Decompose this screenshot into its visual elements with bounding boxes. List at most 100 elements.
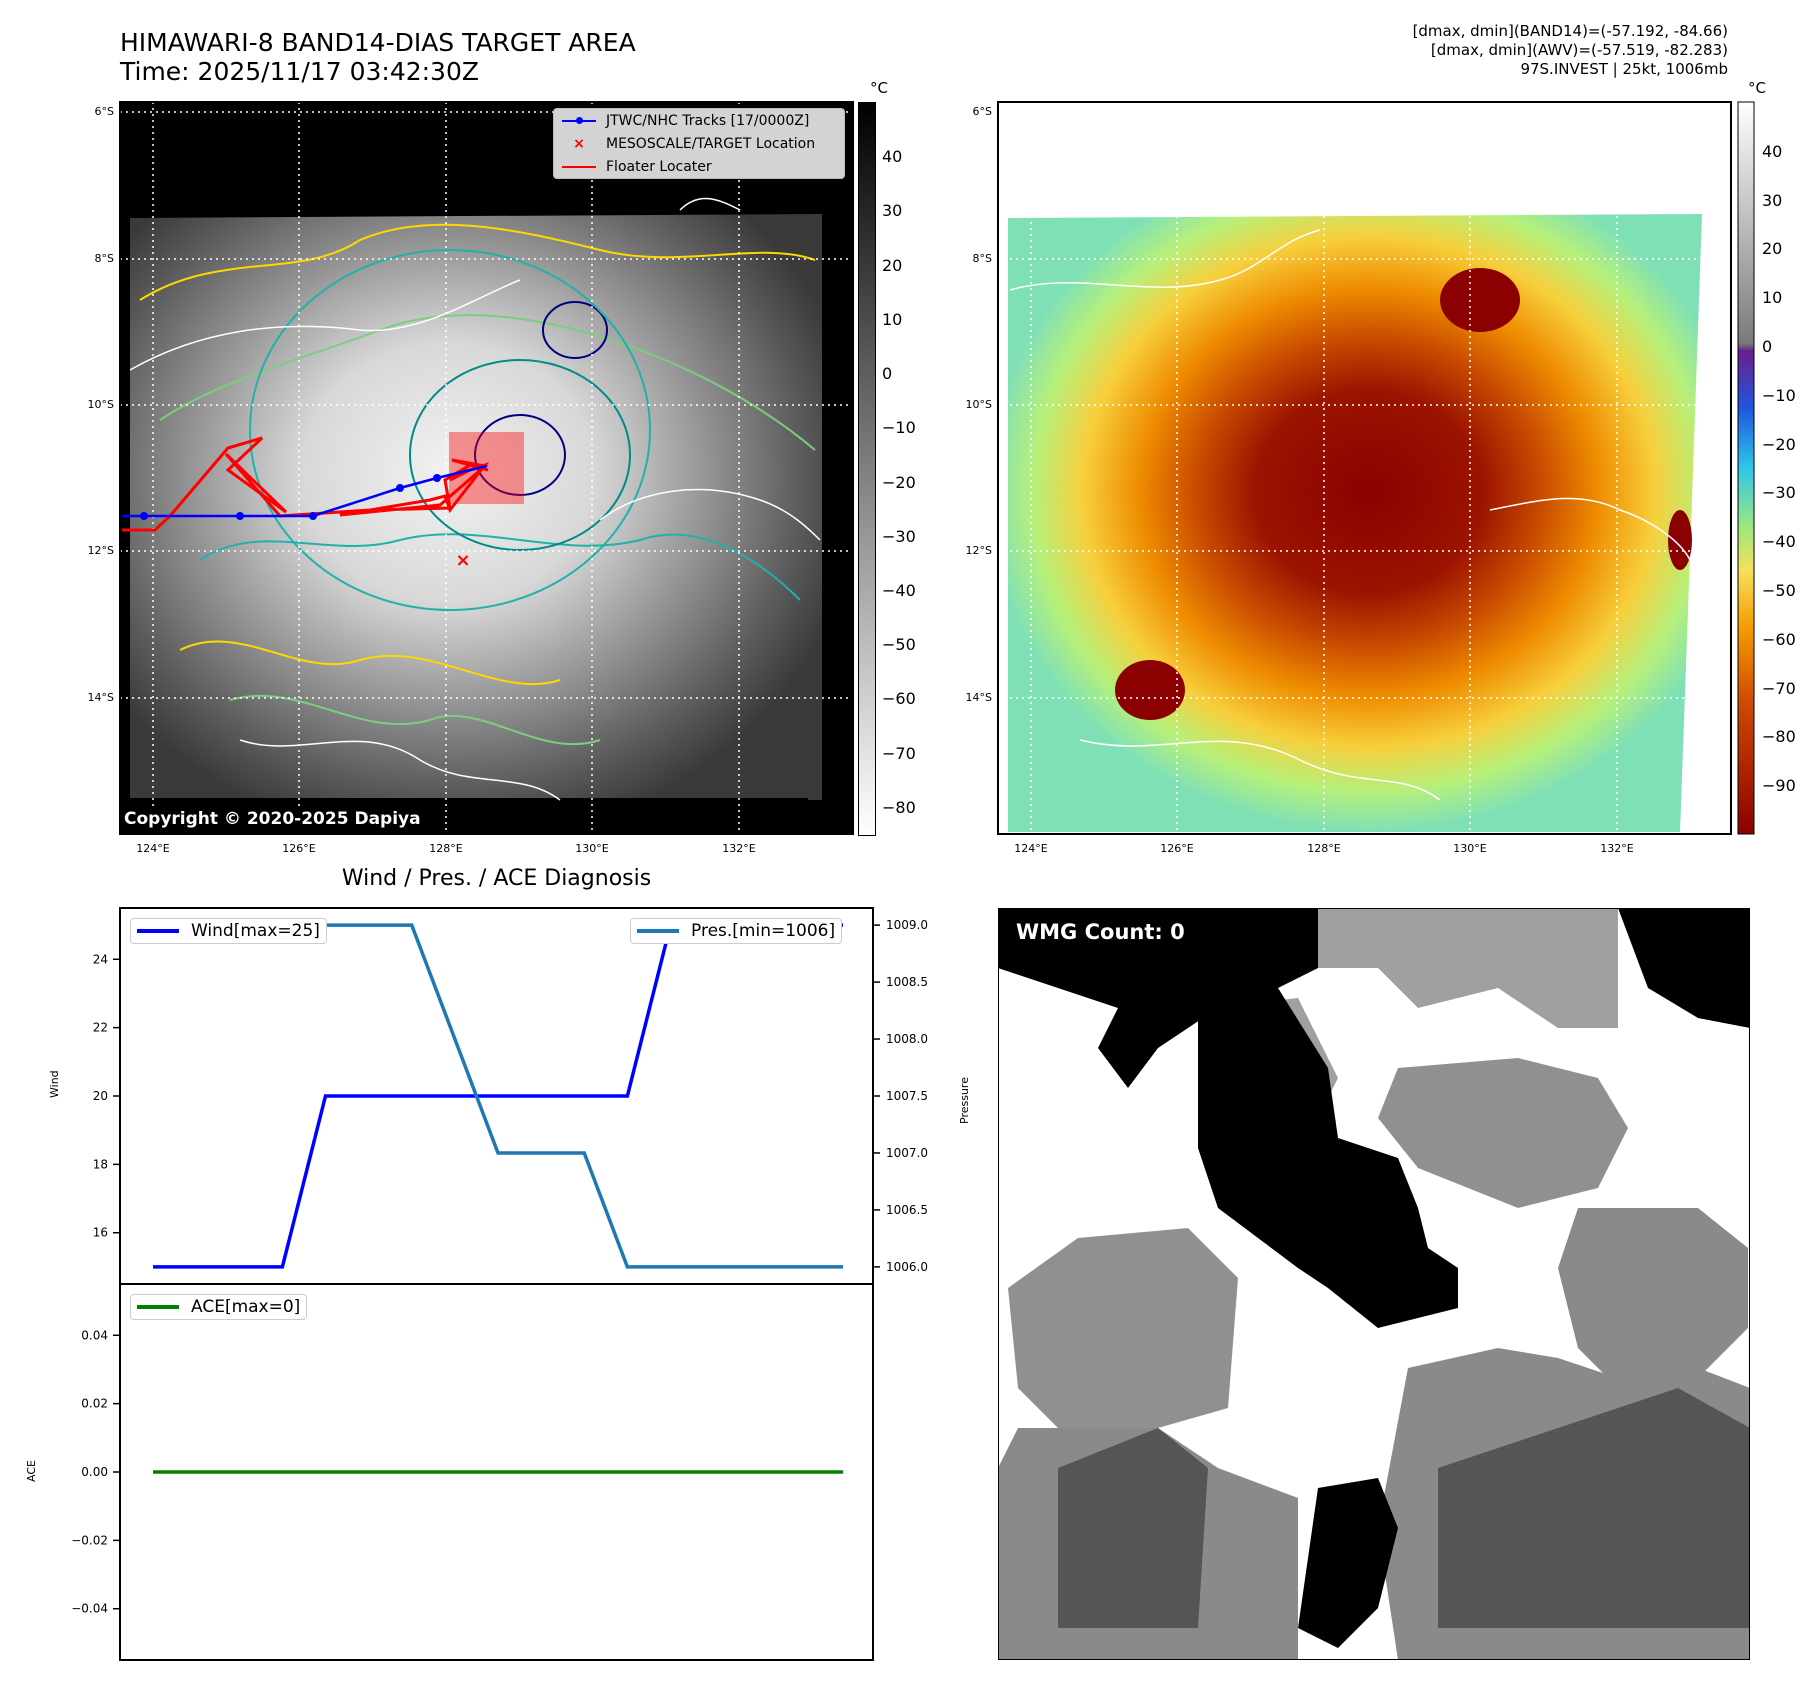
lat-tick-label: 6°S bbox=[94, 105, 114, 118]
stats-line-1: [dmax, dmin](BAND14)=(-57.192, -84.66) bbox=[1412, 22, 1728, 40]
colorbar-tick-label: 30 bbox=[1762, 190, 1783, 210]
tick-label: 1009.0 bbox=[886, 918, 928, 932]
colorbar-tick-label: −90 bbox=[1762, 776, 1796, 796]
lon-tick-label: 128°E bbox=[1307, 842, 1341, 855]
colorbar-tick-label: −80 bbox=[1762, 727, 1796, 747]
diagnosis-chart: 24 22 20 18 16 1009.0 1008.5 1008.0 1007.5 1007.0… bbox=[71, 907, 928, 1661]
tick-label: 1006.5 bbox=[886, 1203, 928, 1217]
left-colorbar-unit: °C bbox=[870, 79, 888, 97]
title-line-2: Time: 2025/11/17 03:42:30Z bbox=[120, 57, 479, 86]
legend-floater: Floater Locater bbox=[554, 155, 844, 178]
colorbar-tick-label: −40 bbox=[882, 581, 916, 600]
legend-target: × MESOSCALE/TARGET Location bbox=[554, 132, 844, 155]
ace-legend-label: ACE[max=0] bbox=[191, 1297, 301, 1317]
colorbar-tick-label: −20 bbox=[882, 472, 916, 492]
track-point bbox=[309, 512, 317, 520]
lon-tick-label: 132°E bbox=[722, 842, 756, 855]
colorbar-tick-label: 40 bbox=[1762, 141, 1783, 161]
left-map-panel: × bbox=[119, 101, 854, 835]
colorbar-tick-label: −10 bbox=[1762, 385, 1796, 405]
left-colorbar bbox=[858, 102, 876, 836]
wmg-count-label: WMG Count: 0 bbox=[1010, 918, 1191, 946]
ir-imagery bbox=[130, 214, 822, 832]
floater-line-icon bbox=[560, 159, 598, 175]
tick-label: 18 bbox=[93, 1157, 108, 1171]
series-line bbox=[153, 923, 843, 1269]
ace-legend-line bbox=[137, 1305, 179, 1309]
right-map-panel bbox=[997, 101, 1755, 835]
tick-label: 0.00 bbox=[81, 1465, 108, 1479]
colorbar-tick-label: −20 bbox=[1762, 434, 1796, 454]
pressure-legend-line bbox=[637, 929, 679, 933]
tick-label: 16 bbox=[93, 1226, 108, 1240]
pressure-axis-label: Pressure bbox=[958, 1077, 971, 1124]
tick-label: 22 bbox=[93, 1021, 108, 1035]
track-point bbox=[236, 512, 244, 520]
lat-tick-label: 12°S bbox=[965, 544, 992, 557]
track-point bbox=[140, 512, 148, 520]
temperature-contours bbox=[139, 223, 816, 746]
tick-label: 1007.0 bbox=[886, 1146, 928, 1160]
title-line-1: HIMAWARI-8 BAND14-DIAS TARGET AREA bbox=[120, 28, 636, 57]
lon-tick-label: 130°E bbox=[1453, 842, 1487, 855]
colorbar-tick-label: 10 bbox=[882, 309, 903, 329]
legend-tracks-label: JTWC/NHC Tracks [17/0000Z] bbox=[606, 112, 810, 129]
legend-target-label: MESOSCALE/TARGET Location bbox=[606, 135, 816, 152]
lon-tick-label: 126°E bbox=[1160, 842, 1194, 855]
right-colorbar bbox=[1737, 101, 1755, 835]
target-area-box bbox=[449, 432, 524, 504]
track-line-icon bbox=[560, 113, 598, 129]
lon-tick-label: 124°E bbox=[136, 842, 170, 855]
wind-legend-line bbox=[137, 929, 179, 933]
pressure-legend: Pres.[min=1006] bbox=[630, 918, 843, 944]
figure-title: HIMAWARI-8 BAND14-DIAS TARGET AREA Time:… bbox=[120, 28, 636, 86]
lat-tick-label: 12°S bbox=[87, 544, 114, 557]
track-point bbox=[433, 474, 441, 482]
tick-label: 20 bbox=[93, 1089, 108, 1103]
colorbar-tick-label: −70 bbox=[1762, 678, 1796, 698]
tick-label: 1008.0 bbox=[886, 1032, 928, 1046]
colorbar-tick-label: −70 bbox=[882, 743, 916, 763]
tick-label: 0.04 bbox=[81, 1328, 108, 1342]
coastlines bbox=[129, 197, 821, 801]
tick-label: −0.02 bbox=[71, 1533, 108, 1547]
colorbar-tick-label: −50 bbox=[882, 635, 916, 655]
wind-legend-label: Wind[max=25] bbox=[191, 921, 320, 941]
colorbar-tick-label: −50 bbox=[1762, 581, 1796, 600]
lat-tick-label: 8°S bbox=[94, 252, 114, 265]
awv-imagery bbox=[1008, 214, 1702, 832]
stats-line-3: 97S.INVEST | 25kt, 1006mb bbox=[1520, 60, 1728, 78]
tick-label: −0.04 bbox=[71, 1602, 108, 1616]
colorbar-tick-label: −40 bbox=[1762, 532, 1796, 552]
tick-label: 0.02 bbox=[81, 1397, 108, 1411]
tick-label: 24 bbox=[93, 952, 108, 966]
colorbar-tick-label: −10 bbox=[882, 418, 916, 438]
right-colorbar-unit: °C bbox=[1748, 79, 1766, 97]
colorbar-tick-label: 30 bbox=[882, 201, 903, 221]
colorbar-tick-label: −60 bbox=[1762, 629, 1796, 649]
tick-label: 1007.5 bbox=[886, 1089, 928, 1103]
lat-tick-label: 14°S bbox=[87, 691, 114, 704]
ace-legend: ACE[max=0] bbox=[130, 1294, 308, 1320]
target-location-marker: × bbox=[455, 550, 470, 571]
lon-tick-label: 130°E bbox=[575, 842, 609, 855]
legend-floater-label: Floater Locater bbox=[606, 158, 712, 175]
jtwc-track-points bbox=[140, 474, 441, 520]
wmg-panel bbox=[998, 908, 1750, 1660]
legend-tracks: JTWC/NHC Tracks [17/0000Z] bbox=[554, 109, 844, 132]
ace-axis-label: ACE bbox=[25, 1460, 38, 1482]
lat-tick-label: 10°S bbox=[87, 398, 114, 411]
wind-axis-label: Wind bbox=[48, 1070, 61, 1098]
left-map-gridlines bbox=[120, 102, 853, 834]
x-marker-icon: × bbox=[573, 135, 585, 152]
colorbar-tick-label: −30 bbox=[1762, 483, 1796, 503]
colorbar-tick-label: −60 bbox=[882, 689, 916, 709]
copyright-label: Copyright © 2020-2025 Dapiya bbox=[120, 808, 425, 830]
colorbar-tick-label: 20 bbox=[1762, 239, 1783, 259]
stats-block: [dmax, dmin](BAND14)=(-57.192, -84.66) [… bbox=[1028, 22, 1728, 79]
lon-tick-label: 132°E bbox=[1600, 842, 1634, 855]
colorbar-tick-label: 40 bbox=[882, 147, 903, 167]
lon-tick-label: 124°E bbox=[1014, 842, 1048, 855]
tick-label: 1006.0 bbox=[886, 1260, 928, 1274]
diagnosis-title: Wind / Pres. / ACE Diagnosis bbox=[341, 866, 652, 891]
